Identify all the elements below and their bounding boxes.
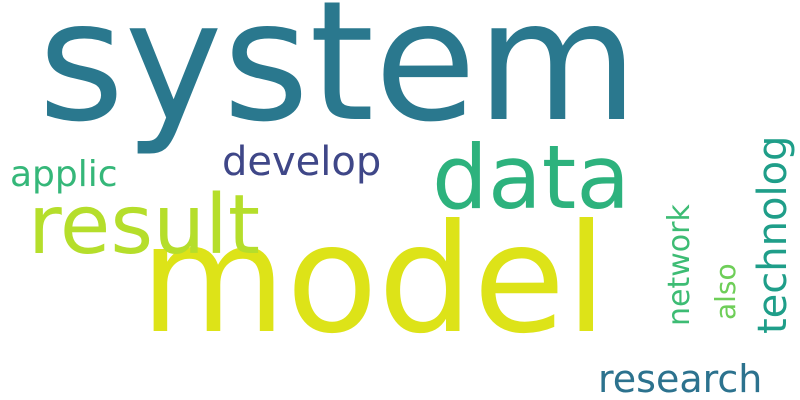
- word-result: result: [28, 178, 260, 273]
- word-model: model: [140, 193, 608, 367]
- word-technolog: technolog: [750, 135, 796, 334]
- word-network: network: [662, 204, 697, 326]
- word-system: system: [38, 0, 639, 159]
- word-also: also: [709, 263, 742, 320]
- word-data: data: [432, 126, 631, 229]
- word-research: research: [598, 357, 763, 400]
- word-applic: applic: [10, 154, 118, 195]
- word-develop: develop: [222, 139, 382, 185]
